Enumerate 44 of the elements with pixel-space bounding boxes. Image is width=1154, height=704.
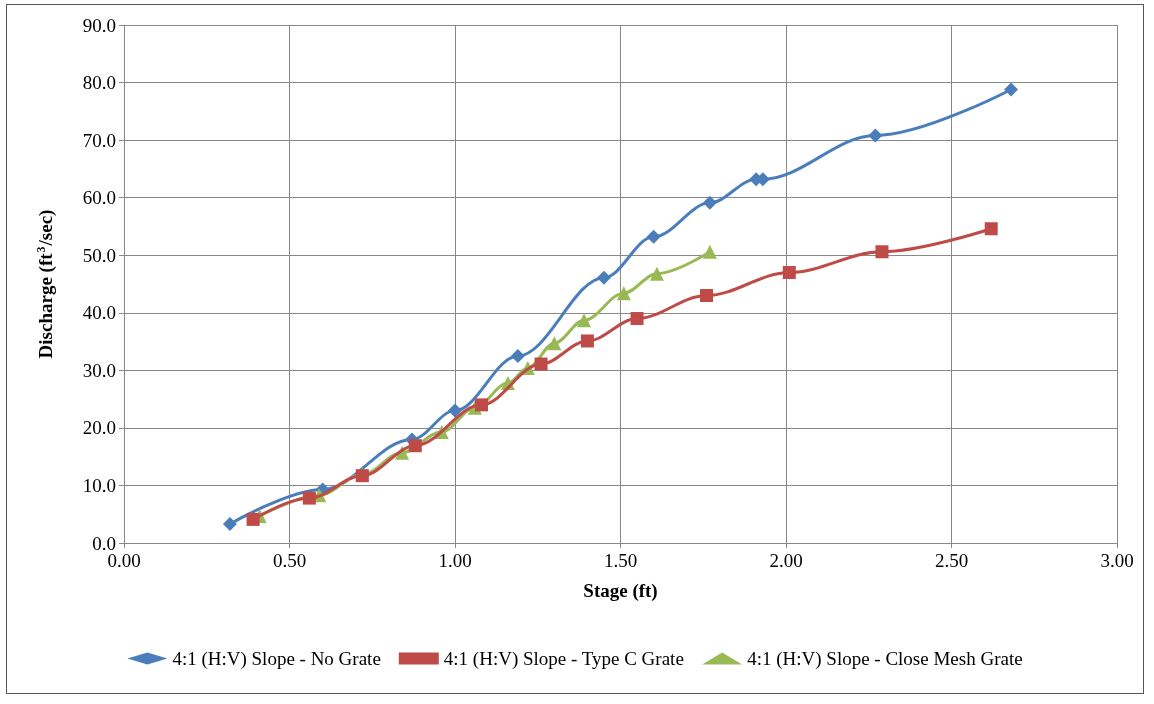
legend-label: 4:1 (H:V) Slope - Close Mesh Grate bbox=[747, 648, 1023, 670]
y-tick-label: 30.0 bbox=[82, 359, 116, 381]
x-axis-title: Stage (ft) bbox=[583, 580, 658, 602]
point bbox=[782, 265, 796, 279]
point bbox=[646, 229, 661, 244]
point bbox=[649, 266, 664, 281]
point bbox=[510, 348, 525, 363]
x-tick-label: 2.50 bbox=[934, 550, 969, 571]
y-tick-label: 50.0 bbox=[82, 244, 116, 266]
point bbox=[702, 195, 717, 210]
point bbox=[875, 245, 889, 259]
point bbox=[702, 244, 717, 259]
point bbox=[1004, 82, 1019, 97]
point bbox=[630, 312, 644, 326]
point bbox=[408, 439, 422, 453]
x-tick-label: 0.50 bbox=[272, 550, 307, 571]
y-tick-label: 70.0 bbox=[82, 129, 116, 151]
y-axis-title: Discharge (ft3/sec) bbox=[34, 209, 57, 359]
x-tick-label: 3.00 bbox=[1100, 550, 1134, 571]
point bbox=[222, 517, 237, 532]
y-tick-label: 80.0 bbox=[82, 72, 116, 94]
point bbox=[868, 128, 883, 143]
x-tick-label: 1.50 bbox=[603, 550, 638, 571]
y-tick-label: 40.0 bbox=[82, 302, 116, 324]
point bbox=[547, 336, 562, 351]
point bbox=[700, 289, 714, 303]
point bbox=[302, 491, 316, 505]
point bbox=[577, 313, 592, 328]
point bbox=[616, 286, 631, 301]
y-tick-label: 10.0 bbox=[82, 474, 116, 496]
point bbox=[448, 403, 462, 418]
legend-label: 4:1 (H:V) Slope - No Grate bbox=[172, 648, 381, 670]
y-tick-label: 60.0 bbox=[82, 187, 116, 209]
point bbox=[596, 270, 611, 285]
x-tick-label: 1.00 bbox=[438, 550, 472, 571]
x-tick-label: 2.00 bbox=[769, 550, 803, 571]
point bbox=[246, 512, 260, 526]
y-tick-label: 20.0 bbox=[82, 417, 116, 439]
point bbox=[534, 357, 548, 371]
point bbox=[984, 222, 998, 236]
legend-label: 4:1 (H:V) Slope - Type C Grate bbox=[443, 648, 684, 670]
point bbox=[580, 334, 594, 348]
point bbox=[474, 398, 488, 412]
y-tick-label: 90.0 bbox=[82, 14, 116, 36]
